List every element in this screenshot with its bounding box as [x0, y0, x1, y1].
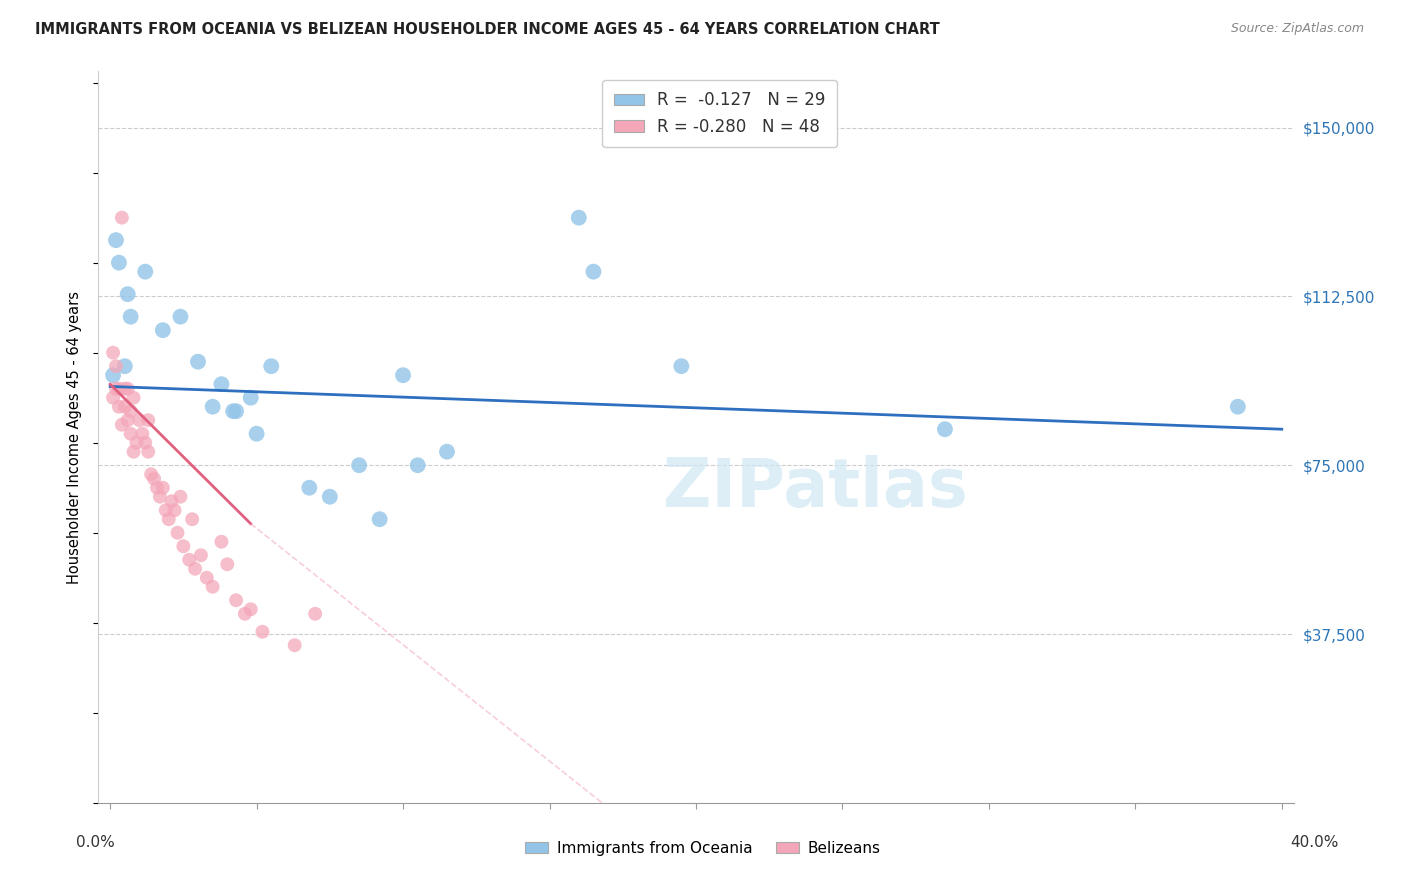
Point	[125, 435, 148, 450]
Point	[120, 426, 142, 441]
Point	[117, 413, 139, 427]
Point	[298, 481, 321, 495]
Point	[195, 571, 218, 585]
Point	[582, 265, 605, 279]
Point	[117, 382, 139, 396]
Point	[1226, 400, 1249, 414]
Point	[222, 404, 245, 418]
Point	[304, 607, 326, 621]
Point	[152, 481, 174, 495]
Point	[105, 382, 128, 396]
Text: IMMIGRANTS FROM OCEANIA VS BELIZEAN HOUSEHOLDER INCOME AGES 45 - 64 YEARS CORREL: IMMIGRANTS FROM OCEANIA VS BELIZEAN HOUS…	[35, 22, 939, 37]
Point	[136, 413, 159, 427]
Point	[101, 368, 124, 383]
Text: Source: ZipAtlas.com: Source: ZipAtlas.com	[1230, 22, 1364, 36]
Point	[233, 607, 256, 621]
Point	[179, 553, 201, 567]
Text: ZIPatlas: ZIPatlas	[664, 455, 967, 521]
Point	[225, 593, 247, 607]
Point	[134, 435, 156, 450]
Point	[122, 444, 145, 458]
Point	[184, 562, 207, 576]
Point	[368, 512, 391, 526]
Text: 40.0%: 40.0%	[1291, 836, 1339, 850]
Point	[122, 391, 145, 405]
Point	[114, 382, 136, 396]
Point	[117, 287, 139, 301]
Point	[105, 359, 128, 374]
Point	[143, 472, 166, 486]
Point	[114, 400, 136, 414]
Point	[120, 310, 142, 324]
Point	[149, 490, 172, 504]
Point	[934, 422, 956, 436]
Point	[169, 310, 191, 324]
Point	[246, 426, 269, 441]
Point	[120, 404, 142, 418]
Point	[319, 490, 342, 504]
Point	[134, 265, 156, 279]
Point	[260, 359, 283, 374]
Point	[111, 211, 134, 225]
Point	[108, 400, 131, 414]
Point	[105, 233, 128, 247]
Point	[211, 377, 233, 392]
Point	[239, 391, 262, 405]
Point	[128, 413, 150, 427]
Point	[141, 467, 163, 482]
Point	[217, 558, 239, 572]
Point	[406, 458, 429, 473]
Point	[108, 382, 131, 396]
Legend: Immigrants from Oceania, Belizeans: Immigrants from Oceania, Belizeans	[519, 835, 887, 862]
Point	[181, 512, 204, 526]
Point	[111, 417, 134, 432]
Point	[166, 525, 188, 540]
Point	[252, 624, 274, 639]
Point	[190, 548, 212, 562]
Point	[211, 534, 233, 549]
Point	[131, 426, 153, 441]
Point	[347, 458, 370, 473]
Point	[160, 494, 183, 508]
Point	[101, 391, 124, 405]
Point	[225, 404, 247, 418]
Legend: R =  -0.127   N = 29, R = -0.280   N = 48: R = -0.127 N = 29, R = -0.280 N = 48	[602, 79, 838, 147]
Point	[671, 359, 693, 374]
Point	[392, 368, 415, 383]
Point	[239, 602, 262, 616]
Point	[284, 638, 307, 652]
Point	[172, 539, 194, 553]
Point	[201, 580, 224, 594]
Point	[201, 400, 224, 414]
Point	[146, 481, 169, 495]
Point	[114, 359, 136, 374]
Point	[157, 512, 180, 526]
Point	[187, 354, 209, 368]
Y-axis label: Householder Income Ages 45 - 64 years: Householder Income Ages 45 - 64 years	[67, 291, 83, 583]
Point	[108, 255, 131, 269]
Text: 0.0%: 0.0%	[76, 836, 115, 850]
Point	[155, 503, 177, 517]
Point	[101, 345, 124, 359]
Point	[169, 490, 191, 504]
Point	[136, 444, 159, 458]
Point	[436, 444, 458, 458]
Point	[568, 211, 591, 225]
Point	[163, 503, 186, 517]
Point	[152, 323, 174, 337]
